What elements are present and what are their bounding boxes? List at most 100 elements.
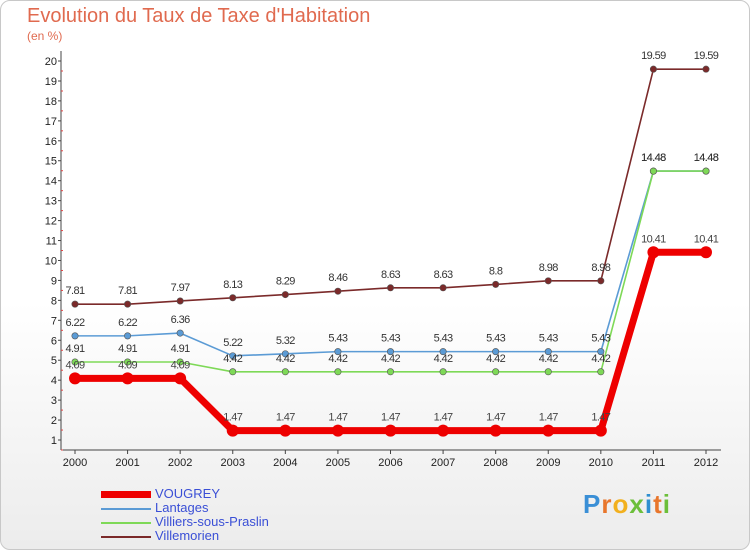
point-villiers-sous-praslin-2007 [439,368,447,376]
point-vougrey-2001 [121,372,134,385]
point-vougrey-2008 [489,424,502,437]
chart-unit: (en %) [27,29,63,43]
point-lantages-2006 [386,348,394,356]
x-tick-label-2010: 2010 [589,457,613,469]
data-label-vougrey-2001: 4.09 [118,359,137,371]
legend-item-vougrey: VOUGREY [101,486,361,501]
point-vougrey-2012 [700,246,712,259]
data-label-villemorien-2011: 19.59 [641,50,666,62]
data-label-vougrey-2003: 1.47 [223,412,242,424]
y-tick-label-4: 4 [51,375,57,387]
y-tick-label-3: 3 [51,395,57,407]
x-tick-label-2012: 2012 [694,457,718,469]
x-tick-label-2004: 2004 [273,457,297,469]
data-label-villiers-sous-praslin-2000: 4.91 [65,343,84,355]
point-villiers-sous-praslin-2002 [176,358,184,366]
point-villemorien-2006 [386,284,394,292]
y-tick-label-17: 17 [45,116,57,128]
logo-letter: x [629,489,645,519]
data-label-villemorien-2000: 7.81 [65,285,84,297]
point-villiers-sous-praslin-2010 [597,368,605,376]
legend-item-villemorien: Villemorien [101,528,361,543]
data-label-vougrey-2010: 1.47 [591,412,610,424]
point-villemorien-2002 [176,297,184,305]
data-label-vougrey-2002: 4.09 [171,359,190,371]
data-label-lantages-2001: 6.22 [118,317,137,329]
x-tick-label-2008: 2008 [483,457,507,469]
data-label-villiers-sous-praslin-2010: 4.42 [591,353,610,365]
legend-swatch-vougrey [101,491,151,498]
point-lantages-2008 [492,348,500,356]
point-villemorien-2003 [229,294,237,302]
point-vougrey-2010 [594,424,607,437]
proxiti-logo: Proxiti [583,489,671,520]
data-label-villemorien-2005: 8.46 [328,272,347,284]
point-lantages-2004 [281,350,289,358]
x-tick-label-2006: 2006 [378,457,402,469]
data-label-villemorien-2012: 19.59 [694,50,719,62]
y-tick-label-14: 14 [45,176,57,188]
point-vougrey-2002 [174,372,187,385]
y-tick-label-16: 16 [45,136,57,148]
data-label-villiers-sous-praslin-2007: 4.42 [434,353,453,365]
point-lantages-2007 [439,348,447,356]
point-lantages-2002 [176,329,184,337]
point-villiers-sous-praslin-2001 [124,358,132,366]
point-villemorien-2012 [702,65,710,73]
data-label-villiers-sous-praslin-2001: 4.91 [118,343,137,355]
data-label-villiers-sous-praslin-2004: 4.42 [276,353,295,365]
data-label-villemorien-2010: 8.98 [591,262,610,274]
y-tick-label-8: 8 [51,295,57,307]
data-label-villemorien-2006: 8.63 [381,269,400,281]
data-label-villemorien-2001: 7.81 [118,285,137,297]
data-label-villiers-sous-praslin-2011: 14.48 [641,152,666,164]
data-label-vougrey-2004: 1.47 [276,412,295,424]
point-villiers-sous-praslin-2012 [702,167,710,175]
legend-swatch-villiers-sous-praslin [101,522,151,524]
point-villiers-sous-praslin-2005 [334,368,342,376]
point-vougrey-2005 [331,424,344,437]
y-tick-label-18: 18 [45,96,57,108]
legend-item-lantages: Lantages [101,500,361,515]
y-tick-label-11: 11 [46,236,57,248]
y-tick-label-19: 19 [45,76,57,88]
data-label-lantages-2003: 5.22 [223,337,242,349]
data-label-villemorien-2009: 8.98 [539,262,558,274]
data-label-vougrey-2009: 1.47 [539,412,558,424]
x-tick-label-2011: 2011 [642,457,666,469]
legend-label-villemorien: Villemorien [155,528,220,543]
legend-swatch-lantages [101,508,151,510]
point-villemorien-2010 [597,277,605,285]
data-label-villiers-sous-praslin-2003: 4.42 [223,353,242,365]
legend: VOUGREY Lantages Villiers-sous-Praslin V… [101,486,361,543]
point-villiers-sous-praslin-2003 [229,368,237,376]
point-villiers-sous-praslin-2009 [544,368,552,376]
data-label-lantages-2004: 5.32 [276,335,295,347]
data-label-lantages-2002: 6.36 [171,314,190,326]
data-label-vougrey-2007: 1.47 [434,412,453,424]
data-label-lantages-2010: 5.43 [591,333,610,345]
y-tick-label-10: 10 [45,255,57,267]
data-label-vougrey-2000: 4.09 [65,359,84,371]
point-villiers-sous-praslin-2000 [71,358,79,366]
legend-swatch-villemorien [101,536,151,538]
x-tick-label-2007: 2007 [431,457,455,469]
data-label-villiers-sous-praslin-2005: 4.42 [328,353,347,365]
data-label-villiers-sous-praslin-2006: 4.42 [381,353,400,365]
point-vougrey-2000 [69,372,81,385]
point-villiers-sous-praslin-2006 [386,368,394,376]
point-vougrey-2004 [279,424,292,437]
point-vougrey-2003 [226,424,239,437]
logo-letter: r [601,489,613,519]
point-villemorien-2005 [334,287,342,295]
y-tick-label-5: 5 [51,355,57,367]
y-tick-label-6: 6 [51,335,57,347]
series-line-lantages [74,170,707,357]
legend-label-villiers-sous-praslin: Villiers-sous-Praslin [155,514,269,529]
point-vougrey-2011 [647,246,660,259]
y-tick-label-20: 20 [45,56,57,68]
point-villemorien-2000 [71,300,79,308]
data-label-lantages-2006: 5.43 [381,333,400,345]
point-lantages-2009 [544,348,552,356]
point-vougrey-2007 [437,424,450,437]
